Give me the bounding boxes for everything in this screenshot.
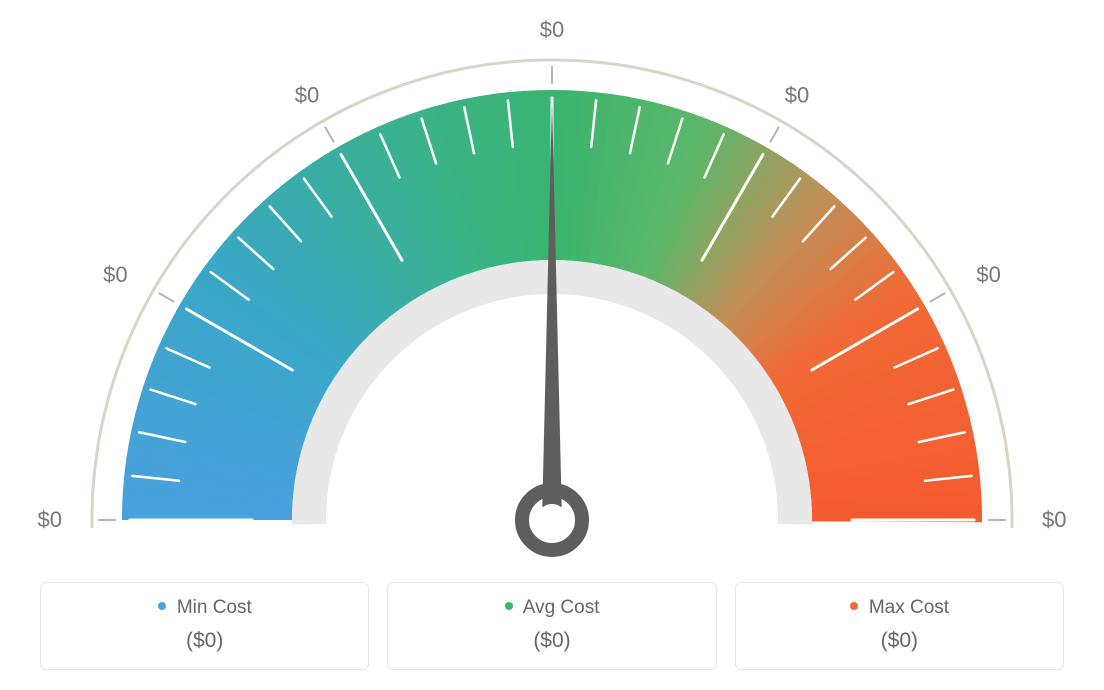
legend-title-avg: Avg Cost [398,597,705,619]
legend-title-min: Min Cost [51,597,358,619]
legend-dot-max [850,602,858,610]
gauge-dial-label-3: $0 [540,17,564,42]
legend-label-max: Max Cost [869,597,949,618]
legend-value-min: ($0) [51,629,358,653]
legend-row: Min Cost ($0) Avg Cost ($0) Max Cost ($0… [40,582,1064,670]
legend-dot-min [158,602,166,610]
legend-title-max: Max Cost [746,597,1053,619]
legend-label-avg: Avg Cost [523,597,600,618]
legend-value-avg: ($0) [398,629,705,653]
legend-card-avg: Avg Cost ($0) [387,582,716,670]
gauge-dial-label-5: $0 [976,262,1000,287]
legend-dot-avg [505,602,513,610]
legend-card-max: Max Cost ($0) [735,582,1064,670]
legend-card-min: Min Cost ($0) [40,582,369,670]
gauge-svg: $0 $0 $0 $0 $0 $0 $0 [0,0,1104,560]
gauge-dial-label-4: $0 [785,83,809,108]
gauge-dial-label-1: $0 [103,262,127,287]
legend-value-max: ($0) [746,629,1053,653]
gauge-cost-chart: $0 $0 $0 $0 $0 $0 $0 Min Cost ($0) Avg Cost ($… [0,0,1104,690]
gauge-dial-label-2: $0 [295,83,319,108]
gauge-dial-label-0: $0 [38,507,62,532]
gauge-area: $0 $0 $0 $0 $0 $0 $0 [0,0,1104,560]
legend-label-min: Min Cost [177,597,252,618]
gauge-dial-label-6: $0 [1042,507,1066,532]
